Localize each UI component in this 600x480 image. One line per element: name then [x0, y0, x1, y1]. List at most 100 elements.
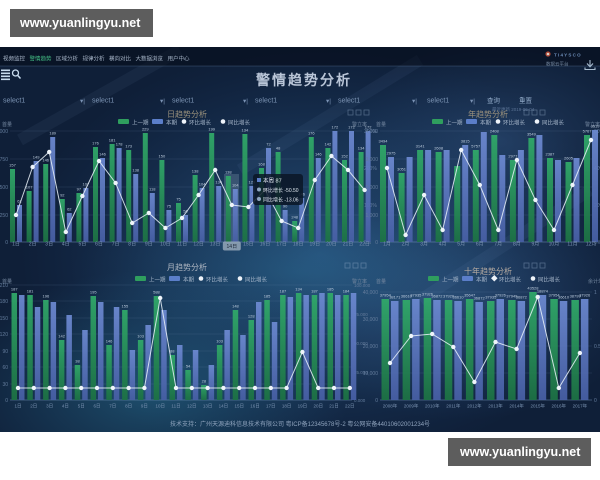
svg-text:250: 250: [0, 213, 8, 219]
svg-text:157: 157: [9, 163, 16, 168]
svg-text:3月: 3月: [420, 242, 428, 248]
svg-text:重置: 重置: [519, 97, 533, 105]
svg-text:用户中心: 用户中心: [168, 55, 191, 63]
svg-text:上一期: 上一期: [442, 276, 459, 284]
svg-text:警立率: 警立率: [585, 121, 600, 128]
svg-text:0: 0: [5, 398, 8, 404]
svg-text:128: 128: [248, 314, 255, 319]
svg-text:3051: 3051: [397, 167, 407, 172]
svg-text:196: 196: [43, 294, 50, 299]
svg-text:十年趋势分析: 十年趋势分析: [464, 266, 512, 276]
svg-text:2608: 2608: [434, 146, 444, 151]
svg-text:13日: 13日: [210, 242, 221, 248]
svg-text:select1: select1: [255, 98, 277, 105]
svg-text:0: 0: [594, 398, 597, 404]
svg-text:30,000: 30,000: [363, 317, 379, 323]
svg-text:2015年: 2015年: [530, 403, 545, 410]
svg-text:19日: 19日: [298, 404, 308, 410]
svg-text:300%: 300%: [364, 129, 377, 135]
svg-text:5月: 5月: [457, 242, 465, 248]
svg-text:技术支持：广州天源迪科信息技术有限公司 粤ICP备12345: 技术支持：广州天源迪科信息技术有限公司 粤ICP备12345678号-2 粤公网…: [170, 420, 430, 428]
svg-text:余计年: 余计年: [588, 278, 600, 285]
svg-text:62: 62: [17, 199, 22, 204]
svg-text:90: 90: [2, 349, 8, 355]
svg-text:首量: 首量: [2, 278, 12, 285]
svg-text:环比增长: 环比增长: [189, 119, 212, 127]
svg-text:184: 184: [343, 289, 350, 294]
svg-text:173: 173: [125, 144, 132, 149]
svg-text:195: 195: [90, 290, 97, 295]
svg-text:8月: 8月: [513, 242, 521, 248]
svg-text:4月: 4月: [439, 242, 447, 248]
svg-text:92: 92: [60, 193, 65, 198]
svg-text:43528: 43528: [527, 286, 539, 291]
svg-text:134: 134: [295, 287, 302, 292]
svg-text:环比增长 -50.50: 环比增长 -50.50: [263, 187, 299, 194]
svg-text:7月: 7月: [494, 242, 502, 248]
svg-text:100.000: 100.000: [354, 283, 371, 288]
svg-text:同比增长: 同比增长: [538, 276, 561, 284]
svg-text:28: 28: [202, 379, 207, 384]
svg-text:大数据浏览: 大数据浏览: [136, 55, 164, 63]
svg-text:视频监控: 视频监控: [3, 55, 26, 63]
svg-text:5日: 5日: [78, 404, 85, 410]
svg-text:37926: 37926: [579, 293, 591, 298]
svg-text:25.000: 25.000: [354, 370, 368, 375]
svg-text:横向对比: 横向对比: [109, 55, 132, 63]
svg-text:36610: 36610: [401, 294, 413, 299]
svg-text:37926: 37926: [495, 293, 507, 298]
svg-text:172: 172: [348, 125, 355, 130]
svg-text:2日: 2日: [29, 242, 37, 248]
svg-text:▾|: ▾|: [470, 98, 475, 105]
svg-text:3日: 3日: [45, 242, 53, 248]
svg-text:38171: 38171: [389, 295, 401, 300]
svg-text:146: 146: [106, 339, 113, 344]
svg-text:查询: 查询: [487, 96, 501, 105]
svg-text:21日: 21日: [329, 404, 339, 410]
svg-text:0.000: 0.000: [354, 398, 366, 403]
svg-text:3549: 3549: [527, 132, 537, 137]
svg-text:168: 168: [258, 162, 265, 167]
svg-text:规律分析: 规律分析: [83, 55, 106, 63]
svg-text:上一期: 上一期: [446, 119, 463, 127]
svg-text:2日: 2日: [30, 404, 37, 410]
svg-text:16日: 16日: [250, 404, 260, 410]
svg-text:2017年: 2017年: [573, 403, 588, 410]
svg-text:199: 199: [208, 127, 215, 132]
svg-text:10,000: 10,000: [363, 371, 379, 377]
svg-text:5757: 5757: [471, 144, 481, 149]
svg-text:176: 176: [308, 131, 315, 136]
svg-text:17日: 17日: [266, 404, 276, 410]
svg-text:0%: 0%: [594, 240, 600, 246]
svg-text:select1: select1: [172, 98, 194, 105]
svg-text:60: 60: [2, 365, 8, 371]
svg-text:9日: 9日: [141, 404, 148, 410]
svg-text:上一期: 上一期: [149, 276, 166, 284]
svg-text:12日: 12日: [193, 242, 204, 248]
svg-text:10日: 10日: [160, 242, 171, 248]
svg-text:97: 97: [77, 187, 82, 192]
svg-text:首量: 首量: [376, 121, 386, 128]
svg-text:180: 180: [0, 299, 8, 305]
svg-text:152: 152: [341, 154, 348, 159]
svg-text:7日: 7日: [112, 242, 120, 248]
svg-text:1日: 1日: [14, 404, 21, 410]
svg-text:警立率: 警立率: [352, 278, 367, 285]
svg-text:本期: 本期: [480, 119, 492, 127]
svg-text:本期: 本期: [476, 276, 488, 284]
svg-text:2010年: 2010年: [425, 403, 440, 410]
svg-text:9月: 9月: [532, 242, 540, 248]
svg-text:环比增长: 环比增长: [499, 276, 522, 284]
svg-text:103: 103: [137, 334, 144, 339]
svg-text:2605: 2605: [564, 156, 574, 161]
svg-text:0%: 0%: [364, 240, 372, 246]
svg-text:2013年: 2013年: [488, 403, 503, 410]
svg-text:▾|: ▾|: [326, 98, 331, 105]
svg-text:7日: 7日: [109, 404, 116, 410]
svg-text:15日: 15日: [243, 242, 254, 248]
svg-text:18日: 18日: [293, 242, 304, 248]
svg-text:select1: select1: [3, 98, 25, 105]
svg-text:187: 187: [280, 289, 287, 294]
svg-text:本期: 本期: [166, 119, 178, 127]
svg-text:37926: 37926: [422, 292, 434, 297]
